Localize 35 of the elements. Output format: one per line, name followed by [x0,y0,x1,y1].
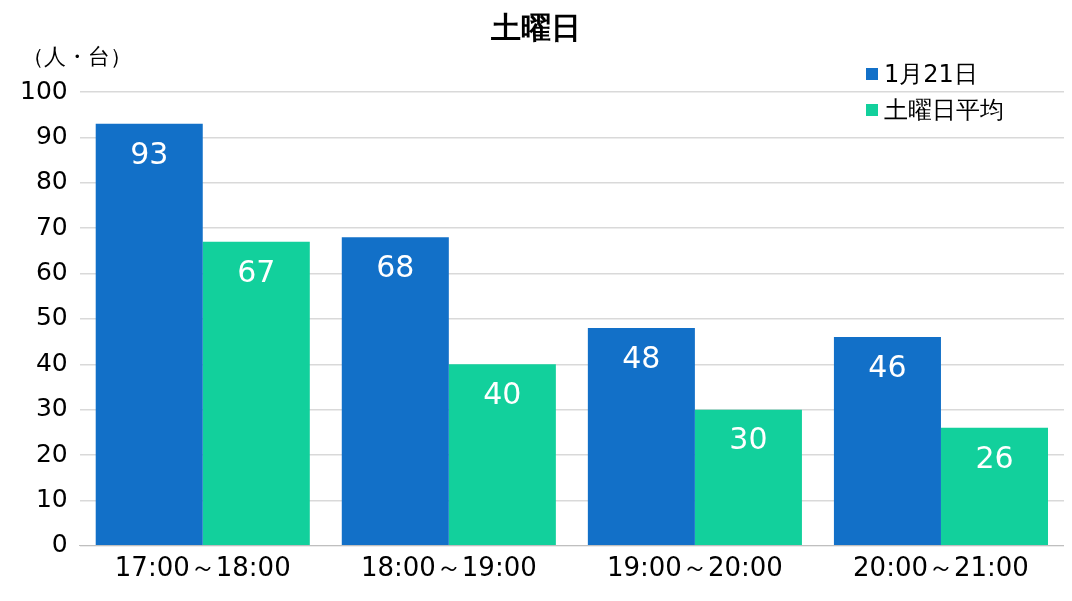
data-label: 30 [729,421,768,457]
y-tick-label: 30 [35,393,68,423]
y-tick-label: 100 [20,75,68,105]
legend-label: 土曜日平均 [884,95,1004,126]
bar [202,241,310,546]
x-tick-label: 18:00～19:00 [360,552,537,583]
y-tick-label: 80 [35,166,68,196]
y-tick-label: 0 [51,529,68,559]
chart-title: 土曜日 [490,9,581,45]
bar [833,337,941,546]
legend-label: 1月21日 [884,59,978,90]
data-label: 67 [237,253,276,289]
x-tick-label: 17:00～18:00 [114,552,291,583]
bar [587,327,695,546]
data-label: 26 [975,439,1014,475]
y-tick-label: 40 [35,347,68,377]
y-tick-label: 10 [35,483,68,513]
data-label: 68 [376,249,415,285]
data-label: 48 [622,339,661,375]
y-tick-label: 50 [35,302,68,332]
data-label: 40 [483,376,522,412]
y-tick-label: 20 [35,438,68,468]
y-tick-label: 90 [35,120,68,150]
x-tick-label: 19:00～20:00 [606,552,783,583]
bar [448,364,556,546]
x-tick-label: 20:00～21:00 [853,552,1029,583]
bar [694,409,802,546]
data-label: 93 [130,135,169,171]
y-axis-title: （人・台） [22,43,132,69]
y-tick-label: 60 [35,257,68,287]
bar [940,427,1049,546]
y-tick-label: 70 [35,211,68,241]
bar [95,123,203,546]
data-label: 46 [868,348,907,384]
bar [341,237,449,546]
